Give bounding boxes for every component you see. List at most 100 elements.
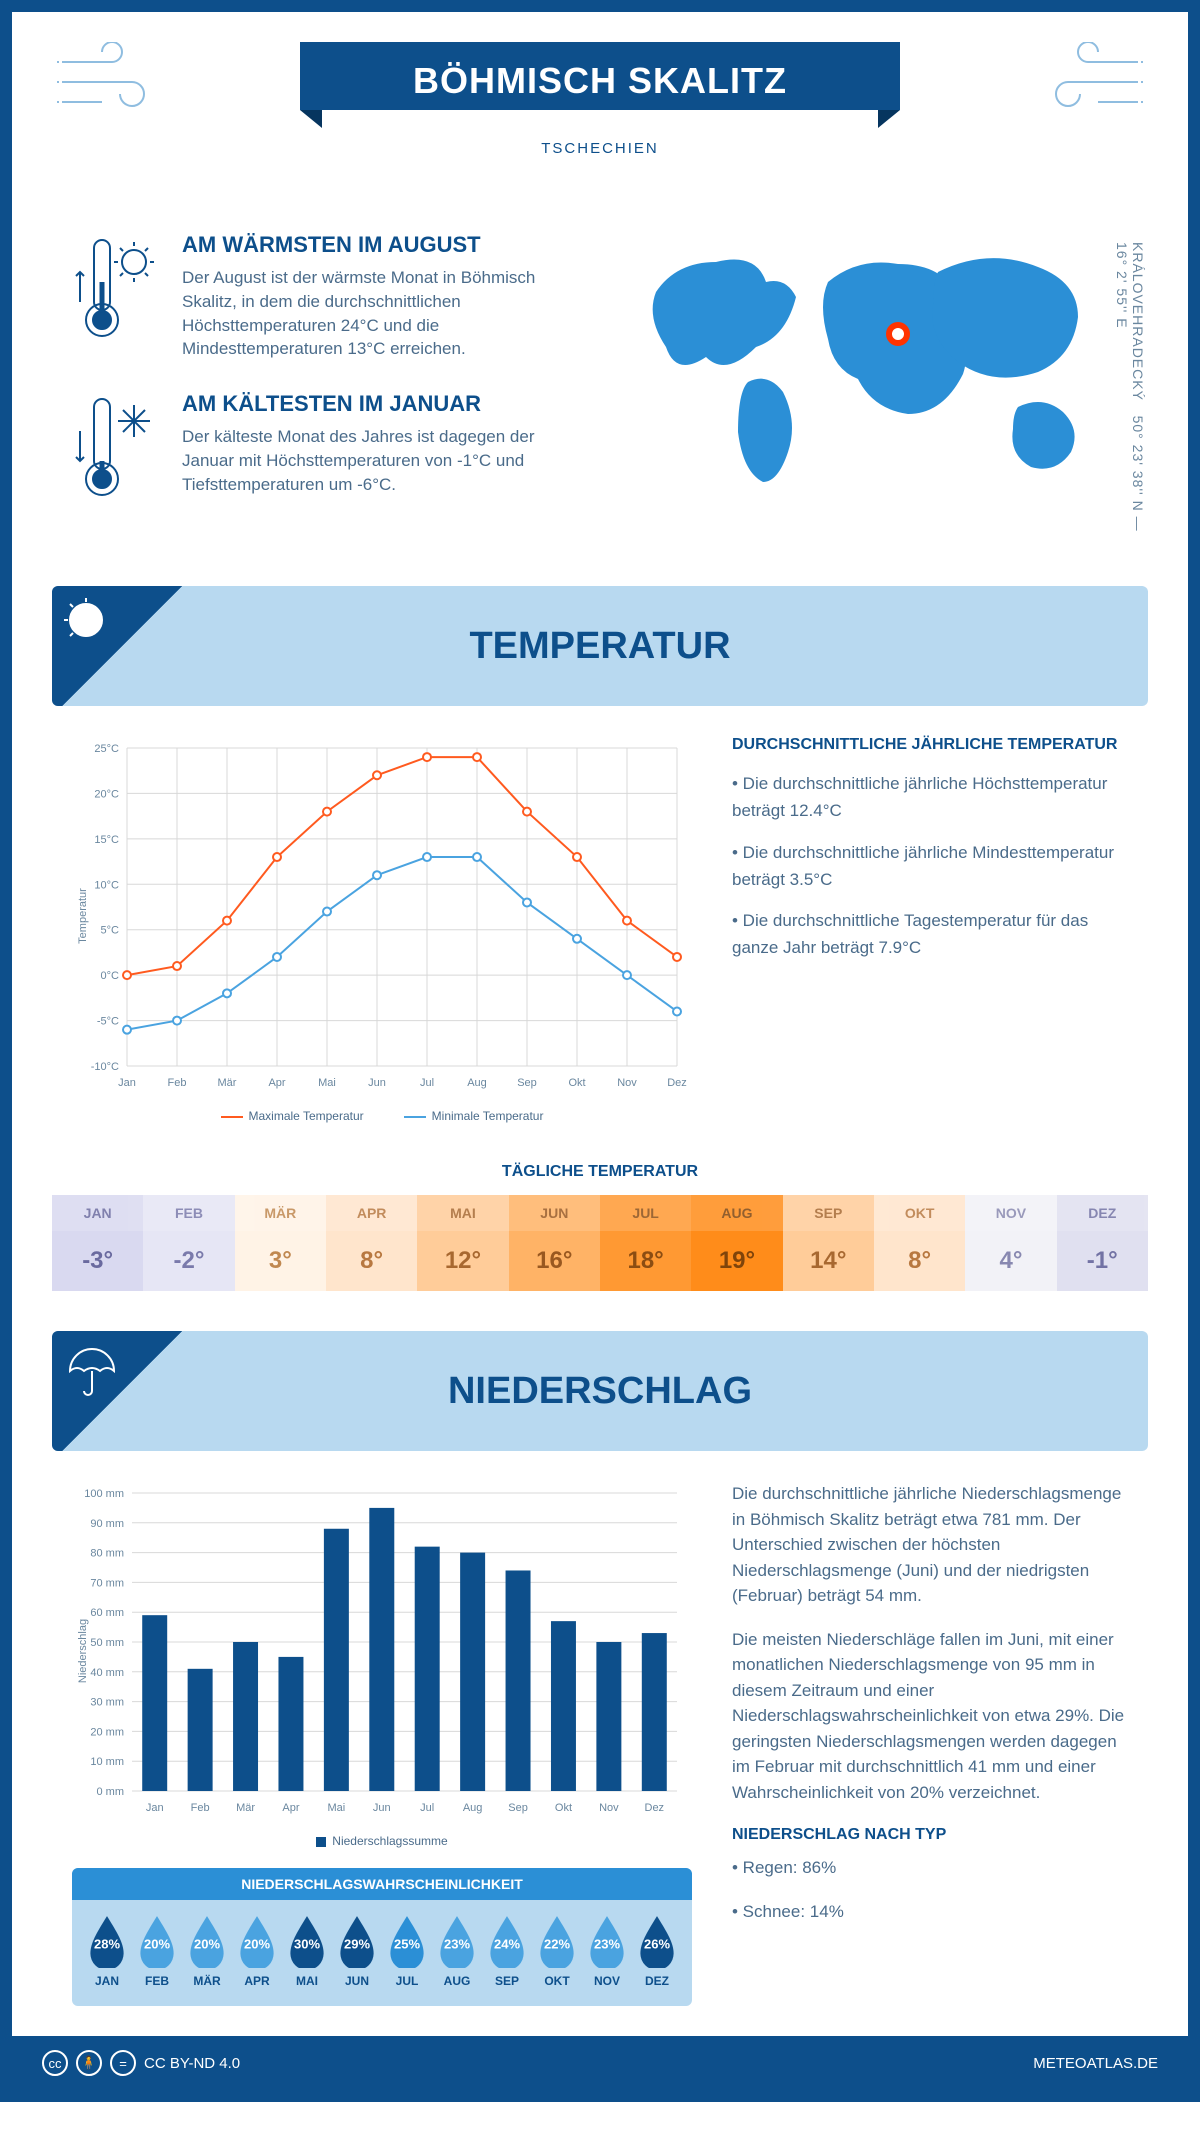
map-marker-icon xyxy=(886,322,910,346)
by-icon: 🧍 xyxy=(76,2050,102,2076)
svg-text:90 mm: 90 mm xyxy=(90,1518,124,1530)
svg-text:50 mm: 50 mm xyxy=(90,1637,124,1649)
svg-text:Mär: Mär xyxy=(236,1802,255,1814)
coordinates: KRÁLOVEHRADECKÝ 50° 23' 38'' N — 16° 2' … xyxy=(1114,242,1146,546)
prob-cell: 22%OKT xyxy=(532,1914,582,1988)
wind-icon xyxy=(52,42,172,127)
precipitation-section-header: NIEDERSCHLAG xyxy=(52,1331,1148,1451)
svg-text:Jan: Jan xyxy=(118,1077,136,1089)
daily-temp-heading: TÄGLICHE TEMPERATUR xyxy=(12,1163,1188,1181)
svg-text:Nov: Nov xyxy=(617,1077,637,1089)
svg-text:Niederschlag: Niederschlag xyxy=(77,1619,89,1683)
title-banner: BÖHMISCH SKALITZ xyxy=(300,42,900,110)
svg-text:Okt: Okt xyxy=(555,1802,572,1814)
svg-text:Feb: Feb xyxy=(191,1802,210,1814)
svg-text:Sep: Sep xyxy=(517,1077,537,1089)
svg-text:Jun: Jun xyxy=(373,1802,391,1814)
prob-cell: 26%DEZ xyxy=(632,1914,682,1988)
svg-text:10 mm: 10 mm xyxy=(90,1756,124,1768)
prob-cell: 20%APR xyxy=(232,1914,282,1988)
coldest-text: Der kälteste Monat des Jahres ist dagege… xyxy=(182,425,588,496)
svg-text:-10°C: -10°C xyxy=(91,1061,119,1073)
precipitation-summary: Die durchschnittliche jährliche Niedersc… xyxy=(732,1481,1128,2006)
nd-icon: = xyxy=(110,2050,136,2076)
daily-temp-cell: MÄR3° xyxy=(235,1195,326,1291)
coldest-title: AM KÄLTESTEN IM JANUAR xyxy=(182,391,588,417)
prob-cell: 29%JUN xyxy=(332,1914,382,1988)
svg-text:30 mm: 30 mm xyxy=(90,1697,124,1709)
coldest-block: AM KÄLTESTEN IM JANUAR Der kälteste Mona… xyxy=(72,391,588,516)
wind-icon xyxy=(1028,42,1148,127)
daily-temp-cell: JUL18° xyxy=(600,1195,691,1291)
svg-text:Okt: Okt xyxy=(568,1077,585,1089)
svg-text:Mär: Mär xyxy=(218,1077,237,1089)
temperature-chart: -10°C-5°C0°C5°C10°C15°C20°C25°CJanFebMär… xyxy=(72,736,692,1123)
svg-text:15°C: 15°C xyxy=(94,834,119,846)
svg-text:Sep: Sep xyxy=(508,1802,528,1814)
daily-temp-cell: JUN16° xyxy=(509,1195,600,1291)
svg-text:Jul: Jul xyxy=(420,1802,434,1814)
svg-text:60 mm: 60 mm xyxy=(90,1607,124,1619)
country-label: TSCHECHIEN xyxy=(12,140,1188,157)
thermometer-cold-icon xyxy=(72,391,162,516)
svg-text:Mai: Mai xyxy=(328,1802,346,1814)
cc-icon: cc xyxy=(42,2050,68,2076)
warmest-block: AM WÄRMSTEN IM AUGUST Der August ist der… xyxy=(72,232,588,361)
precipitation-probability-box: NIEDERSCHLAGSWAHRSCHEINLICHKEIT 28%JAN20… xyxy=(72,1868,692,2006)
svg-text:0°C: 0°C xyxy=(101,970,120,982)
page-title: BÖHMISCH SKALITZ xyxy=(300,60,900,102)
svg-text:0 mm: 0 mm xyxy=(97,1786,125,1798)
svg-text:5°C: 5°C xyxy=(101,925,120,937)
thermometer-hot-icon xyxy=(72,232,162,361)
svg-text:Temperatur: Temperatur xyxy=(77,888,89,944)
daily-temp-table: JAN-3°FEB-2°MÄR3°APR8°MAI12°JUN16°JUL18°… xyxy=(52,1195,1148,1291)
temperature-summary: DURCHSCHNITTLICHE JÄHRLICHE TEMPERATUR •… xyxy=(732,736,1128,1123)
footer: cc 🧍 = CC BY-ND 4.0 METEOATLAS.DE xyxy=(12,2036,1188,2090)
svg-text:-5°C: -5°C xyxy=(97,1016,119,1028)
svg-text:Aug: Aug xyxy=(467,1077,487,1089)
svg-text:Apr: Apr xyxy=(268,1077,285,1089)
daily-temp-cell: OKT8° xyxy=(874,1195,965,1291)
prob-cell: 28%JAN xyxy=(82,1914,132,1988)
temperature-legend: Maximale Temperatur Minimale Temperatur xyxy=(72,1109,692,1123)
daily-temp-cell: NOV4° xyxy=(965,1195,1056,1291)
license: cc 🧍 = CC BY-ND 4.0 xyxy=(42,2050,240,2076)
umbrella-icon xyxy=(62,1341,122,1401)
daily-temp-cell: AUG19° xyxy=(691,1195,782,1291)
svg-text:Jan: Jan xyxy=(146,1802,164,1814)
prob-cell: 20%FEB xyxy=(132,1914,182,1988)
daily-temp-cell: FEB-2° xyxy=(143,1195,234,1291)
svg-text:Jul: Jul xyxy=(420,1077,434,1089)
svg-text:20°C: 20°C xyxy=(94,789,119,801)
svg-text:20 mm: 20 mm xyxy=(90,1727,124,1739)
svg-text:Mai: Mai xyxy=(318,1077,336,1089)
daily-temp-cell: DEZ-1° xyxy=(1057,1195,1148,1291)
prob-cell: 23%AUG xyxy=(432,1914,482,1988)
temperature-section-header: TEMPERATUR xyxy=(52,586,1148,706)
svg-text:70 mm: 70 mm xyxy=(90,1578,124,1590)
prob-cell: 20%MÄR xyxy=(182,1914,232,1988)
svg-text:Jun: Jun xyxy=(368,1077,386,1089)
site-name: METEOATLAS.DE xyxy=(1033,2055,1158,2072)
daily-temp-cell: MAI12° xyxy=(417,1195,508,1291)
prob-cell: 25%JUL xyxy=(382,1914,432,1988)
world-map: KRÁLOVEHRADECKÝ 50° 23' 38'' N — 16° 2' … xyxy=(628,232,1128,546)
svg-text:80 mm: 80 mm xyxy=(90,1548,124,1560)
svg-text:100 mm: 100 mm xyxy=(84,1488,124,1500)
precipitation-legend: Niederschlagssumme xyxy=(72,1834,692,1848)
header: BÖHMISCH SKALITZ TSCHECHIEN xyxy=(12,12,1188,192)
svg-text:Aug: Aug xyxy=(463,1802,483,1814)
daily-temp-cell: APR8° xyxy=(326,1195,417,1291)
svg-text:Nov: Nov xyxy=(599,1802,619,1814)
svg-text:Dez: Dez xyxy=(667,1077,687,1089)
prob-cell: 24%SEP xyxy=(482,1914,532,1988)
prob-cell: 23%NOV xyxy=(582,1914,632,1988)
daily-temp-cell: JAN-3° xyxy=(52,1195,143,1291)
svg-text:25°C: 25°C xyxy=(94,743,119,755)
temperature-heading: TEMPERATUR xyxy=(469,625,730,668)
warmest-title: AM WÄRMSTEN IM AUGUST xyxy=(182,232,588,258)
svg-text:10°C: 10°C xyxy=(94,879,119,891)
svg-text:Dez: Dez xyxy=(645,1802,665,1814)
svg-text:Apr: Apr xyxy=(282,1802,299,1814)
daily-temp-cell: SEP14° xyxy=(783,1195,874,1291)
